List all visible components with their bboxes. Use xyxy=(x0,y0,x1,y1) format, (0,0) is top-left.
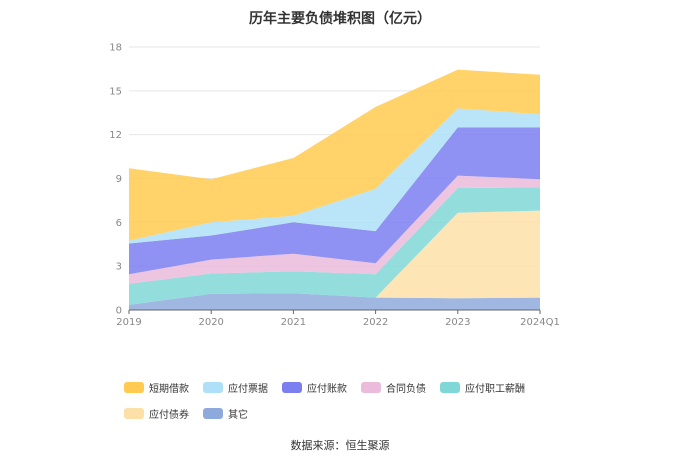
legend-swatch xyxy=(124,408,144,419)
legend-label: 应付债券 xyxy=(149,410,189,421)
y-tick-label: 6 xyxy=(116,218,122,229)
legend-item[interactable]: 应付票据 xyxy=(203,380,268,395)
legend-label: 合同负债 xyxy=(386,384,426,395)
y-axis: 0 3 6 9 12 15 18 xyxy=(109,43,122,317)
legend-label: 应付票据 xyxy=(228,384,268,395)
area-series-4 xyxy=(129,127,540,275)
y-tick-label: 0 xyxy=(116,306,122,317)
y-tick-label: 9 xyxy=(116,174,122,185)
legend-label: 短期借款 xyxy=(149,384,189,395)
y-tick-label: 15 xyxy=(109,86,122,97)
area-series-5 xyxy=(129,108,540,244)
legend-item[interactable]: 短期借款 xyxy=(124,380,189,395)
legend-item[interactable]: 其它 xyxy=(203,406,248,421)
y-tick-label: 18 xyxy=(109,43,122,54)
x-tick-label: 2023 xyxy=(445,317,470,328)
area-series-1 xyxy=(129,210,540,305)
legend-item[interactable]: 合同负债 xyxy=(361,380,426,395)
legend-label: 其它 xyxy=(228,410,248,421)
y-tick-label: 3 xyxy=(116,262,122,273)
legend-item[interactable]: 应付债券 xyxy=(124,406,189,421)
area-series-0 xyxy=(129,293,540,310)
legend-label: 应付账款 xyxy=(307,384,347,395)
legend-swatch xyxy=(361,382,381,393)
x-tick-label: 2021 xyxy=(281,317,306,328)
legend-swatch xyxy=(203,382,223,393)
x-tick-label: 2020 xyxy=(198,317,223,328)
x-tick-label: 2019 xyxy=(116,317,141,328)
stacked-area-chart: 0 3 6 9 12 15 18 2019 2020 2021 2022 2023 2024Q1 xyxy=(109,43,560,329)
legend-swatch xyxy=(124,382,144,393)
legend-item[interactable]: 应付职工薪酬 xyxy=(440,380,525,395)
y-tick-label: 12 xyxy=(109,130,122,141)
x-tick-label: 2024Q1 xyxy=(520,317,560,328)
legend-swatch xyxy=(282,382,302,393)
area-series-6 xyxy=(129,69,540,241)
area-series-3 xyxy=(129,175,540,284)
legend-item[interactable]: 应付账款 xyxy=(282,380,347,395)
legend-swatch xyxy=(440,382,460,393)
x-axis: 2019 2020 2021 2022 2023 2024Q1 xyxy=(116,309,560,328)
area-series-2 xyxy=(129,187,540,305)
chart-title: 历年主要负债堆积图（亿元） xyxy=(249,11,431,27)
area-layers xyxy=(129,69,540,310)
source-note: 数据来源：恒生聚源 xyxy=(290,439,390,452)
legend-swatch xyxy=(203,408,223,419)
legend: 短期借款 应付票据 应付账款 合同负债 应付职工薪酬应付债券 其它 xyxy=(124,378,584,430)
x-tick-label: 2022 xyxy=(363,317,388,328)
legend-label: 应付职工薪酬 xyxy=(465,384,525,395)
